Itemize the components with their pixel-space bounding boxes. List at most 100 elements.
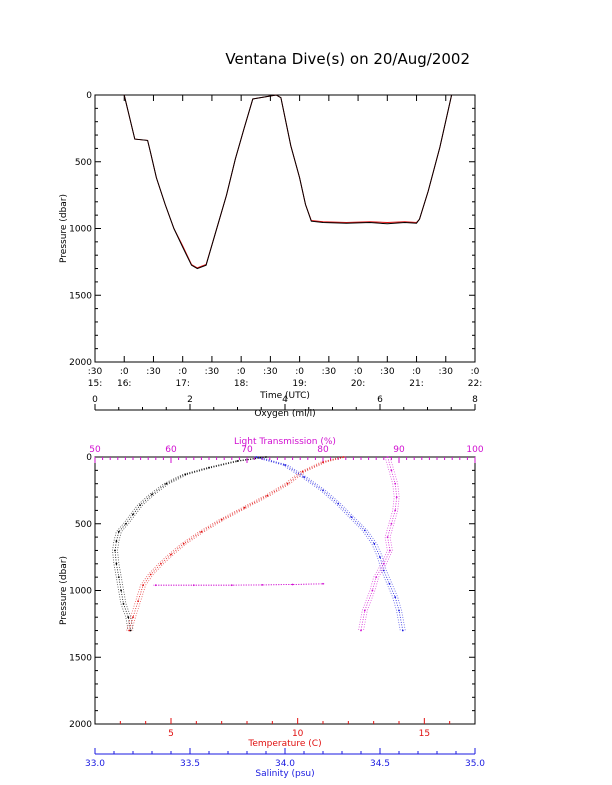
x-tick-label: :30 [146, 367, 161, 377]
profile-point-light [230, 584, 233, 587]
profile-point-light [375, 576, 378, 578]
profile-trace-salinity [256, 456, 404, 631]
profile-point-light [394, 482, 397, 485]
profile-point-salinity [382, 569, 385, 572]
plot-frame-time [94, 94, 476, 363]
profile-point-light [291, 583, 294, 586]
profile-point-temperature [149, 573, 152, 576]
profile-trace-light [363, 456, 400, 631]
profile-point-temperature [266, 494, 269, 497]
light-tick-label: 50 [89, 445, 101, 455]
x-tick-label: :30 [88, 367, 103, 377]
x-tick-label-hour: 18: [234, 379, 248, 389]
profile-point-light [192, 584, 195, 587]
x-tick-label: :30 [263, 367, 278, 377]
light-axis-title: Light Transmission (%) [234, 437, 336, 447]
temperature-axis-title: Temperature (C) [247, 739, 321, 749]
x-tick-label: :0 [237, 367, 246, 377]
profile-trace-light [358, 456, 395, 631]
profile-point-salinity [379, 556, 381, 558]
oxygen-tick-label: 4 [282, 395, 288, 405]
series-line-red [123, 94, 453, 269]
temperature-tick-label: 10 [292, 729, 304, 739]
profile-point-light [386, 456, 389, 458]
profile-point-temperature [301, 470, 304, 473]
page-title: Ventana Dive(s) on 20/Aug/2002 [225, 50, 470, 68]
profile-point-oxygen [265, 456, 267, 458]
y-tick-label: 1000 [69, 587, 92, 597]
y-tick-label: 1500 [69, 291, 92, 301]
salinity-tick-label: 33.0 [85, 759, 105, 769]
y-tick-label: 0 [86, 453, 92, 463]
profile-point-oxygen [117, 576, 120, 578]
x-axis-title: Time (UTC) [259, 391, 310, 401]
profile-point-temperature [286, 482, 289, 485]
series-line-black [123, 94, 453, 270]
profile-point-oxygen [129, 629, 132, 632]
oxygen-tick-label: 0 [92, 395, 98, 405]
profile-point-oxygen [120, 589, 122, 592]
profile-point-salinity [350, 516, 353, 518]
profile-point-salinity [255, 456, 258, 458]
profile-point-oxygen [117, 530, 120, 533]
oxygen-axis-title: Oxygen (ml/l) [254, 409, 315, 419]
x-tick-label: :30 [205, 367, 220, 377]
x-tick-label-hour: 19: [292, 379, 306, 389]
profile-trace-salinity [253, 456, 401, 631]
profile-point-salinity [303, 476, 305, 478]
profile-point-oxygen [122, 603, 125, 605]
profile-point-light [261, 584, 264, 586]
profile-point-salinity [394, 596, 397, 599]
profile-point-light [390, 522, 393, 525]
light-tick-label: 90 [393, 445, 405, 455]
profile-point-oxygen [125, 522, 127, 525]
y-tick-label: 0 [86, 91, 92, 101]
salinity-tick-label: 34.5 [370, 759, 390, 769]
profile-point-light [360, 629, 362, 632]
profile-point-oxygen [115, 562, 118, 565]
profile-trace-salinity [258, 456, 406, 631]
salinity-tick-label: 35.0 [465, 759, 485, 769]
x-tick-label: :0 [178, 367, 187, 377]
profile-point-light [390, 469, 393, 472]
profile-point-temperature [142, 584, 145, 587]
oxygen-tick-label: 2 [187, 395, 193, 405]
light-tick-label: 70 [241, 445, 253, 455]
profile-trace-temperature [128, 456, 344, 631]
salinity-axis-title: Salinity (psu) [255, 769, 314, 779]
profile-point-oxygen [165, 482, 168, 485]
profile-point-oxygen [151, 493, 153, 496]
temperature-tick-label: 15 [419, 729, 430, 739]
x-tick-label-hour: 20: [351, 379, 365, 389]
profile-point-temperature [342, 456, 345, 458]
profile-point-temperature [243, 506, 246, 509]
x-tick-label-hour: 21: [409, 379, 423, 389]
x-tick-label: :30 [380, 367, 395, 377]
oxygen-tick-label: 6 [377, 395, 383, 405]
profile-point-light [394, 509, 397, 512]
profile-point-oxygen [184, 473, 187, 476]
profile-point-salinity [284, 464, 286, 466]
y-tick-label: 500 [75, 158, 92, 168]
profile-point-oxygen [132, 513, 134, 516]
profile-point-oxygen [208, 466, 210, 469]
profile-point-light [382, 562, 385, 565]
profile-point-salinity [401, 629, 404, 632]
x-tick-label: :0 [120, 367, 129, 377]
profile-point-salinity [398, 609, 400, 612]
profile-point-light [389, 549, 391, 552]
profile-trace-oxygen [114, 456, 267, 631]
y-tick-label: 500 [75, 520, 92, 530]
profile-point-oxygen [114, 549, 116, 552]
profile-point-temperature [128, 629, 131, 632]
profile-point-light [322, 582, 324, 585]
x-tick-label: :0 [295, 367, 304, 377]
x-tick-label-hour: 17: [175, 379, 189, 389]
profile-trace-temperature [126, 456, 341, 631]
x-tick-label: :0 [354, 367, 363, 377]
profile-point-temperature [200, 530, 203, 533]
light-tick-label: 80 [317, 445, 329, 455]
y-tick-label: 2000 [69, 720, 92, 730]
profile-point-oxygen [139, 504, 142, 506]
